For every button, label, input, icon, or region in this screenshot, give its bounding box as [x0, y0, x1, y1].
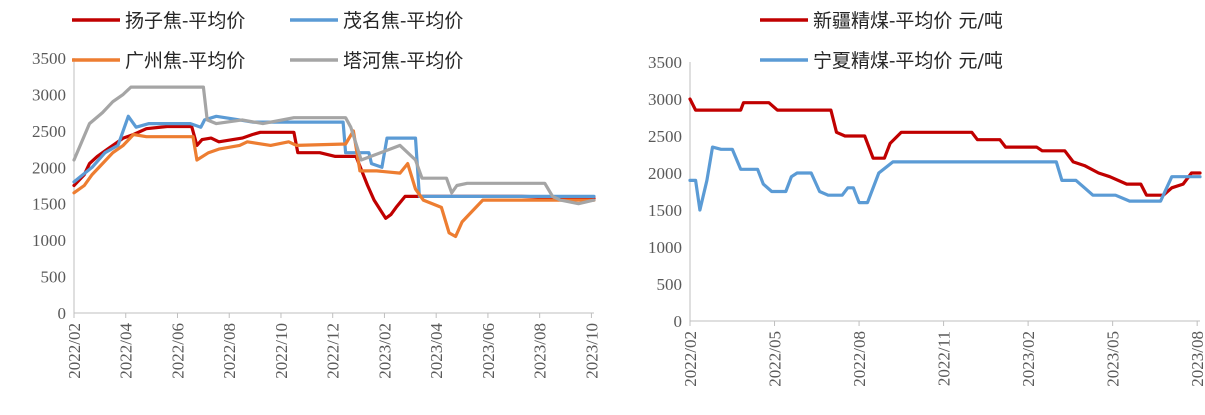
y-tick-label: 1500	[32, 195, 66, 214]
y-tick-label: 2000	[32, 158, 66, 177]
y-tick-label: 0	[674, 312, 683, 331]
x-tick-label: 2023/06	[479, 323, 498, 379]
x-tick-label: 2023/05	[1104, 331, 1123, 387]
x-tick-label: 2022/05	[766, 331, 785, 387]
legend-label: 塔河焦-平均价	[343, 50, 463, 72]
x-tick-label: 2023/02	[1019, 331, 1038, 387]
y-tick-label: 2500	[648, 127, 682, 146]
x-tick-label: 2022/02	[65, 323, 84, 379]
chart-coke-prices: 0 500 1000 1500 2000 2500 3000 3500 2022/02 2022/…	[32, 10, 601, 379]
y-tick-label: 3000	[32, 85, 66, 104]
y-tick-label: 1500	[648, 201, 682, 220]
x-tick-label: 2023/08	[1188, 331, 1205, 387]
series-line-1	[688, 97, 1202, 197]
legend-label: 扬子焦-平均价	[125, 10, 245, 32]
x-tick-label: 2022/06	[168, 323, 187, 379]
y-tick-label: 2000	[648, 164, 682, 183]
y-tick-label: 500	[657, 275, 683, 294]
legend-label: 新疆精煤-平均价 元/吨	[813, 10, 1003, 32]
x-tick-label: 2022/12	[324, 323, 343, 379]
x-tick-label: 2022/08	[220, 323, 239, 379]
series-line-2	[688, 145, 1202, 212]
legend-label: 宁夏精煤-平均价 元/吨	[813, 50, 1003, 72]
x-tick-label: 2022/08	[850, 331, 869, 387]
chart-coal-prices: 0 500 1000 1500 2000 2500 3000 3500 2022/02 2022/…	[648, 10, 1205, 387]
series-line-3	[72, 129, 596, 239]
y-tick-label: 0	[58, 304, 67, 323]
y-tick-label: 500	[41, 268, 67, 287]
y-tick-label: 1000	[648, 238, 682, 257]
x-tick-label: 2022/02	[681, 331, 700, 387]
x-tick-label: 2022/11	[935, 331, 954, 386]
series-line-1	[72, 124, 596, 220]
legend-label: 广州焦-平均价	[125, 50, 245, 72]
y-tick-label: 3500	[648, 53, 682, 72]
x-tick-label: 2023/02	[375, 323, 394, 379]
y-tick-label: 1000	[32, 231, 66, 250]
x-tick-label: 2022/10	[272, 323, 291, 379]
x-tick-label: 2023/08	[531, 323, 550, 379]
legend-label: 茂名焦-平均价	[343, 10, 463, 32]
series-line-4	[72, 85, 596, 206]
y-tick-label: 3500	[32, 49, 66, 68]
x-tick-label: 2022/04	[117, 323, 136, 379]
x-tick-label: 2023/10	[582, 323, 601, 379]
y-tick-label: 3000	[648, 90, 682, 109]
y-tick-label: 2500	[32, 122, 66, 141]
x-tick-label: 2023/04	[427, 323, 446, 379]
